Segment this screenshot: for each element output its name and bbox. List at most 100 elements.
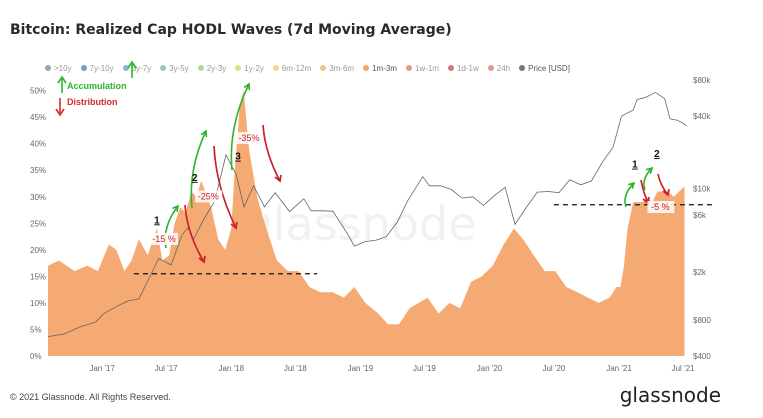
y-left-tick-label: 35% [30,166,46,175]
legend-label: 1w-1m [414,63,439,73]
legend-item[interactable]: >10y [45,61,72,75]
legend-dot-icon [80,65,87,71]
x-tick-label: Jul '21 [672,364,695,373]
wave-number-label: 1 [632,160,638,171]
x-tick-label: Jul '17 [155,364,178,373]
accumulation-arrowhead-icon [57,75,67,84]
y-left-tick-label: 10% [30,299,46,308]
y-right-tick-label: $40k [693,112,711,121]
drawdown-pct-label: -15 % [152,234,176,244]
legend-label: Price [USD] [528,63,570,73]
legend-label: 1m-3m [372,63,397,73]
legend-item[interactable]: 2y-3y [197,61,227,75]
distribution-label: Distribution [67,97,118,107]
legend-dot-icon [235,65,242,71]
y-left-tick-label: 40% [30,140,46,149]
legend-dot-icon [197,65,204,71]
legend-dot-icon [160,65,167,71]
legend-item[interactable]: 24h [487,61,511,75]
price-line [47,91,687,337]
legend-label: 6m-12m [281,63,312,73]
distribution-arrow-icon-head [198,255,206,264]
drawdown-pct-label: -25% [198,191,219,201]
legend-item[interactable]: 6m-12m [272,61,312,75]
y-right-tick-label: $800 [693,316,711,325]
legend-item[interactable]: 7y-10y [80,61,114,75]
legend-item[interactable]: 1y-2y [235,61,264,75]
y-right-tick-label: $10k [693,184,711,193]
distribution-arrow-icon-head [662,188,670,197]
x-tick-label: Jul '19 [413,364,436,373]
accumulation-arrow-icon [190,130,207,209]
legend-label: 3m-6m [329,63,355,73]
y-right-tick-label: $400 [693,352,711,361]
distribution-arrow-icon [213,145,237,229]
accumulation-arrow-icon-head [243,82,251,91]
pct-label-bg [235,132,263,145]
legend-dot-icon [122,65,129,71]
distribution-arrow-icon [262,124,281,182]
legend-item[interactable]: 3y-5y [160,61,189,75]
legend-label: 3y-5y [169,63,189,73]
legend-label: 1y-2y [244,63,264,73]
y-left-tick-label: 25% [30,219,46,228]
distribution-arrowhead-icon [55,108,65,117]
accumulation-arrow-icon [624,182,635,208]
pct-label-bg [195,190,223,203]
watermark: glassnode [244,197,477,251]
copyright-footer: © 2021 Glassnode. All Rights Reserved. [10,392,171,402]
legend-item[interactable]: 1d-1w [447,61,479,75]
x-tick-label: Jul '18 [284,364,307,373]
distribution-arrow-icon [184,204,205,263]
drawdown-pct-label: -5 % [651,202,670,212]
x-tick-label: Jan '20 [477,364,503,373]
chart-title: Bitcoin: Realized Cap HODL Waves (7d Mov… [10,22,452,38]
legend-label: 5y-7y [131,63,152,73]
glassnode-logo: glassnode [619,383,721,407]
y-left-tick-label: 5% [30,325,42,334]
legend-item[interactable]: 3m-6m [320,61,354,75]
x-tick-label: Jan '21 [606,364,632,373]
legend-label: 2y-3y [206,63,227,73]
accumulation-arrow-icon [643,167,653,191]
legend-dot-icon [272,65,279,71]
area-1m-3m [48,90,685,356]
x-tick-label: Jan '18 [218,364,244,373]
legend-dot-icon [487,65,494,71]
x-tick-label: Jul '20 [542,364,565,373]
accumulation-arrow-icon-head [200,129,208,138]
x-tick-label: Jan '19 [348,364,374,373]
legend-item[interactable]: Price [USD] [519,61,570,75]
wave-number-label: 2 [654,149,660,160]
accumulation-arrowhead-icon [127,60,137,69]
chart-legend: >10y 7y-10y 5y-7y 3y-5y 2y-3y 1y-2y 6m-12m 3m-6… [45,61,579,75]
distribution-arrow-icon-head [230,221,238,230]
distribution-arrow-icon [640,179,649,204]
wave-number-label: 3 [235,152,241,163]
legend-dot-icon [363,65,370,71]
legend-label: >10y [54,63,72,73]
distribution-arrow-icon-head [274,174,282,183]
y-left-tick-label: 45% [30,113,46,122]
y-left-tick-label: 15% [30,272,46,281]
y-right-tick-label: $80k [693,76,711,85]
accumulation-arrow-icon [230,83,250,171]
legend-label: 1d-1w [456,63,479,73]
x-tick-label: Jan '17 [89,364,115,373]
accumulation-arrow-icon-head [172,204,180,213]
legend-item[interactable]: 1m-3m [363,61,397,75]
legend-dot-icon [45,65,51,71]
accumulation-arrow-icon-head [645,166,654,175]
legend-item[interactable]: 1w-1m [405,61,439,75]
legend-item[interactable]: 5y-7y [122,61,152,75]
y-right-tick-label: $2k [693,268,707,277]
wave-number-label: 1 [154,215,160,226]
pct-label-bg [647,201,675,214]
y-right-tick-label: $6k [693,211,707,220]
y-left-tick-label: 20% [30,246,46,255]
y-left-tick-label: 0% [30,352,42,361]
accumulation-arrow-icon-head [627,181,636,190]
legend-label: 24h [496,63,511,73]
legend-dot-icon [320,65,327,71]
